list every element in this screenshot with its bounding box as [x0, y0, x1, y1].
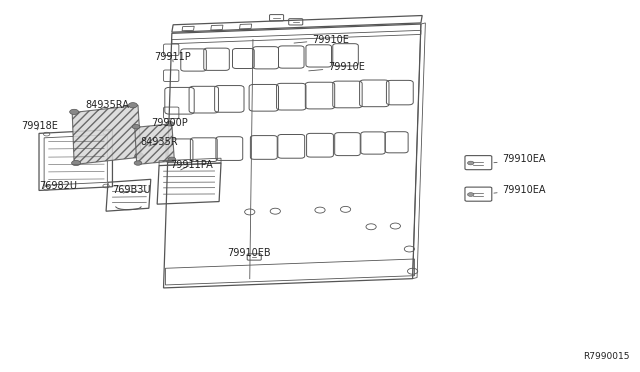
Text: 79918E: 79918E: [21, 121, 58, 131]
Circle shape: [168, 157, 175, 161]
Text: 79911PA: 79911PA: [170, 160, 212, 170]
Text: 79910EB: 79910EB: [227, 248, 271, 258]
Circle shape: [166, 122, 173, 126]
Circle shape: [70, 109, 79, 115]
Circle shape: [135, 153, 144, 158]
Circle shape: [134, 161, 142, 165]
Polygon shape: [135, 124, 174, 164]
Text: 76982U: 76982U: [39, 181, 77, 191]
Circle shape: [467, 193, 474, 196]
Circle shape: [72, 160, 81, 166]
Polygon shape: [72, 105, 141, 164]
Circle shape: [132, 125, 140, 129]
Text: 84935R: 84935R: [140, 137, 177, 147]
Text: 79910E: 79910E: [294, 35, 349, 45]
Text: 79900P: 79900P: [151, 118, 188, 128]
Text: 84935RA: 84935RA: [86, 100, 129, 110]
Text: R7990015: R7990015: [583, 352, 630, 361]
Text: 79910EA: 79910EA: [494, 185, 546, 195]
Circle shape: [129, 103, 138, 108]
Text: 79910EA: 79910EA: [494, 154, 546, 164]
Text: 79910E: 79910E: [308, 62, 365, 73]
Circle shape: [467, 161, 474, 165]
Text: 769B3U: 769B3U: [113, 185, 151, 195]
Text: 79911P: 79911P: [154, 52, 191, 62]
